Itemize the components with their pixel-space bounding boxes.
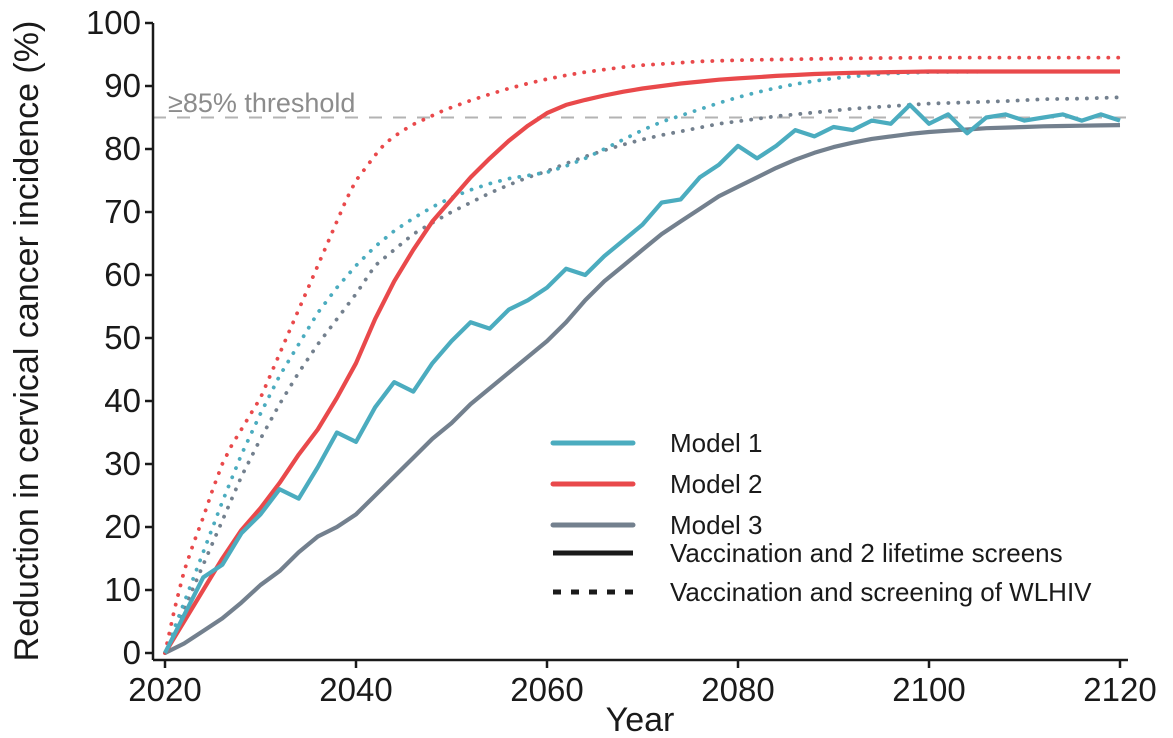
y-tick-label: 70 (104, 193, 141, 230)
y-tick-label: 10 (104, 571, 141, 608)
x-axis-title: Year (606, 701, 675, 738)
x-tick-label: 2060 (510, 671, 583, 708)
legend-label-model1: Model 1 (670, 428, 763, 458)
series-model1-dotted (163, 69, 1122, 655)
series-layer (163, 55, 1122, 655)
x-tick-label: 2040 (319, 671, 392, 708)
series-model2-dotted (163, 55, 1122, 655)
legend-label-model2: Model 2 (670, 469, 763, 499)
y-tick-label: 80 (104, 130, 141, 167)
x-tick-label: 2100 (892, 671, 965, 708)
threshold-label: ≥85% threshold (168, 88, 355, 118)
y-tick-label: 20 (104, 508, 141, 545)
y-tick-label: 30 (104, 445, 141, 482)
series-model3-solid (164, 123, 1121, 655)
y-tick-label: 50 (104, 319, 141, 356)
series-model1-solid (163, 102, 1121, 654)
legend-label-linetype-solid: Vaccination and 2 lifetime screens (670, 538, 1063, 568)
x-tick-label: 2080 (701, 671, 774, 708)
legend-label-model3: Model 3 (670, 510, 763, 540)
x-tick-label: 2120 (1083, 671, 1156, 708)
axes-layer: 2020 2040 2060 2080 2100 2120 0 10 20 30 40 50 60 70 8… (86, 4, 1157, 708)
y-axis-title: Reduction in cervical cancer incidence (… (8, 21, 46, 662)
y-tick-label: 100 (86, 4, 141, 41)
y-tick-label: 60 (104, 256, 141, 293)
y-tick-label: 90 (104, 67, 141, 104)
series-model3-dotted (163, 95, 1122, 655)
x-tick-label: 2020 (128, 671, 201, 708)
legend-label-linetype-dotted: Vaccination and screening of WLHIV (670, 577, 1092, 607)
y-tick-label: 40 (104, 382, 141, 419)
series-model2-solid (163, 69, 1120, 655)
y-tick-label: 0 (123, 634, 141, 671)
